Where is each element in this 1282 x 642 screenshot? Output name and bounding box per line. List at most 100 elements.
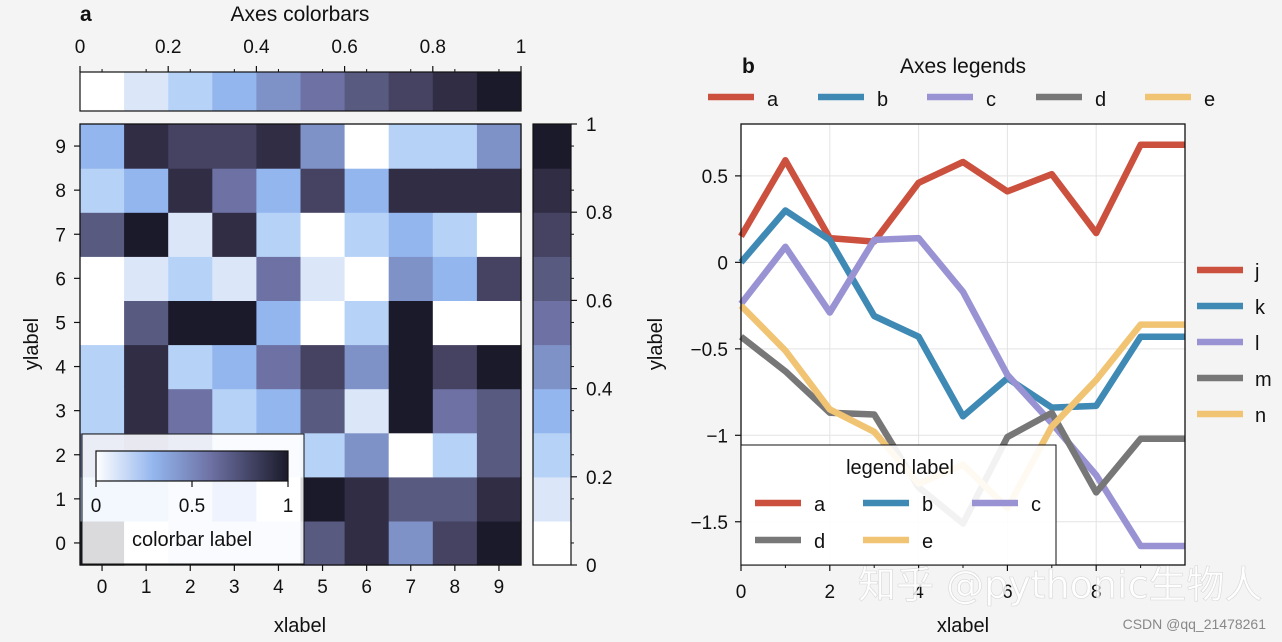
y-tick-label: 5 [55, 313, 66, 334]
heatmap-cell [432, 520, 478, 566]
colorbar-segment [432, 72, 478, 111]
colorbar-segment [300, 72, 346, 111]
x-tick-label: 4 [273, 577, 284, 598]
top-colorbar-tick-label: 1 [516, 37, 527, 58]
right-colorbar-tick-label: 0 [586, 556, 597, 577]
x-tick-label: 9 [494, 577, 505, 598]
top-colorbar-tick-label: 0.4 [243, 37, 270, 58]
heatmap-cell [344, 388, 390, 434]
inset-colorbar-label: colorbar label [132, 529, 252, 551]
top-colorbar-tick-label: 0 [75, 37, 86, 58]
heatmap-y-ticks: 0 1 2 3 4 5 6 7 8 9 [55, 137, 80, 555]
colorbar-segment [344, 72, 390, 111]
heatmap-cell [388, 520, 434, 566]
inset-colorbar-gradient [95, 450, 289, 482]
right-legend-label-m: m [1255, 369, 1272, 391]
heatmap-cell [388, 344, 434, 390]
heatmap-cell [212, 168, 257, 213]
top-legend-label-d: d [1095, 89, 1106, 111]
heatmap-cell [344, 168, 390, 213]
right-colorbar-tick-label: 0.4 [586, 380, 613, 401]
heatmap-cell [124, 168, 169, 213]
colorbar-segment [124, 72, 169, 111]
colorbar-segment [533, 344, 571, 390]
colorbar-segment [168, 72, 213, 111]
inner-legend-label-a: a [814, 494, 826, 516]
y-tick-label: 9 [55, 137, 66, 158]
series-line-b [738, 207, 1185, 420]
heatmap-cell [476, 124, 522, 169]
y-tick-label: 4 [55, 358, 66, 379]
heatmap-cell [80, 388, 125, 434]
top-colorbar-tick-label: 0.6 [331, 37, 357, 58]
y-tick-label: 7 [55, 225, 66, 246]
heatmap-cell [168, 212, 213, 257]
heatmap-cell [476, 388, 522, 434]
heatmap-cell [300, 300, 346, 346]
right-colorbar [532, 123, 572, 566]
heatmap-cell [344, 520, 390, 566]
top-colorbar [79, 71, 522, 112]
series-line-a [738, 141, 1185, 245]
x-tick-label: 0 [736, 582, 747, 603]
inner-legend-title: legend label [846, 457, 954, 479]
right-colorbar-tick-label: 0.2 [586, 468, 612, 489]
x-tick-label: 6 [361, 577, 372, 598]
heatmap-cell [256, 124, 302, 169]
heatmap-cell [476, 300, 522, 346]
heatmap-cell [256, 212, 302, 257]
heatmap-cell [432, 124, 478, 169]
heatmap-cell [388, 388, 434, 434]
heatmap-cell [212, 344, 257, 390]
y-tick-label: 0 [717, 253, 728, 274]
heatmap-x-ticks: 0 1 2 3 4 5 6 7 8 9 [97, 565, 504, 598]
heatmap-cell [300, 432, 346, 478]
heatmap-cell [124, 212, 169, 257]
x-tick-label: 5 [317, 577, 328, 598]
x-tick-label: 0 [97, 577, 108, 598]
inset-colorbar-tick-label: 0.5 [179, 496, 205, 517]
line-plot-xlabel: xlabel [937, 615, 989, 637]
heatmap-cell [388, 256, 434, 301]
heatmap-cell [432, 476, 478, 522]
heatmap-cell [124, 124, 169, 169]
colorbar-segment [533, 212, 571, 257]
heatmap-cell [388, 300, 434, 346]
colorbar-segment [533, 388, 571, 434]
top-colorbar-frame [79, 71, 522, 112]
heatmap-cell [344, 344, 390, 390]
heatmap-cell [212, 256, 257, 301]
heatmap-cell [344, 476, 390, 522]
y-tick-label: 3 [55, 402, 66, 423]
heatmap-cell [168, 388, 213, 434]
heatmap-cell [168, 124, 213, 169]
x-tick-label: 6 [1002, 582, 1013, 603]
heatmap-cell [300, 168, 346, 213]
heatmap-cell [256, 300, 302, 346]
right-colorbar-frame [532, 123, 572, 566]
right-legend-label-l: l [1255, 333, 1259, 355]
right-colorbar-tick-label: 0.6 [586, 291, 612, 312]
heatmap-cell [476, 476, 522, 522]
heatmap-frame [79, 123, 522, 566]
line-plot-ylabel: ylabel [645, 318, 667, 370]
top-legend: a b c d e [708, 89, 1215, 111]
x-tick-label: 2 [825, 582, 836, 603]
x-tick-label: 3 [229, 577, 240, 598]
panel-a-title: Axes colorbars [231, 3, 370, 26]
heatmap-cell [124, 300, 169, 346]
heatmap-cell [256, 344, 302, 390]
top-colorbar-ticks: 0 0.2 0.4 0.6 0.8 1 [75, 37, 527, 72]
top-colorbar-tick-label: 0.8 [420, 37, 446, 58]
y-tick-label: 1 [55, 490, 66, 511]
heatmap-cell [300, 520, 346, 566]
panel-b-letter: b [742, 55, 755, 78]
heatmap-cell [344, 212, 390, 257]
heatmap-cell [300, 388, 346, 434]
y-tick-label: 0 [55, 534, 66, 555]
inset-colorbar-tick-label: 0 [91, 496, 102, 517]
colorbar-segment [476, 72, 522, 111]
right-legend-label-k: k [1255, 297, 1266, 319]
panel-a: a Axes colorbars 0 0.2 0.4 0.6 0.8 1 0 1 2 3 4 5 6 7… [21, 3, 613, 637]
